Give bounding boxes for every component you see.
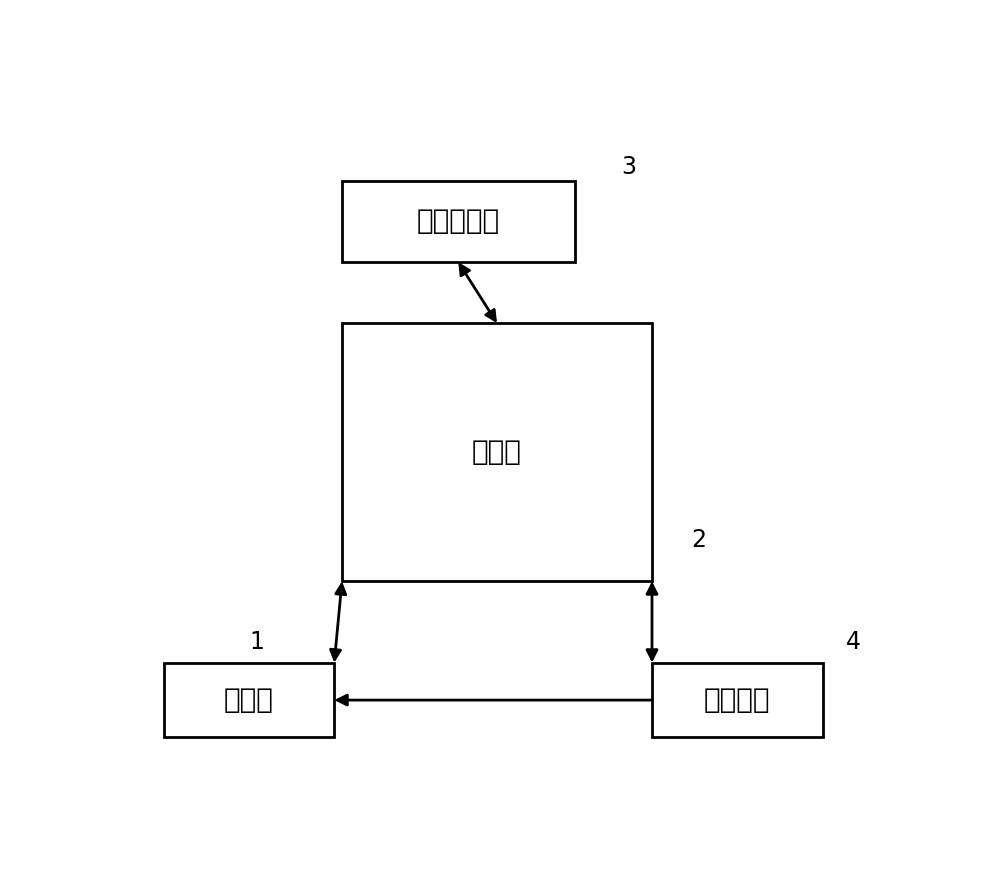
Text: 云平台: 云平台 bbox=[472, 438, 522, 467]
Text: 2: 2 bbox=[691, 528, 706, 552]
Text: 1: 1 bbox=[249, 631, 264, 654]
Bar bbox=[652, 662, 822, 737]
Bar bbox=[164, 662, 334, 737]
Text: 呼吸机: 呼吸机 bbox=[224, 686, 274, 714]
Text: 医用客户端: 医用客户端 bbox=[417, 207, 500, 235]
Bar bbox=[342, 181, 574, 262]
Text: 移动设备: 移动设备 bbox=[704, 686, 770, 714]
Text: 4: 4 bbox=[846, 631, 861, 654]
Text: 3: 3 bbox=[621, 155, 636, 179]
Bar bbox=[342, 323, 652, 581]
